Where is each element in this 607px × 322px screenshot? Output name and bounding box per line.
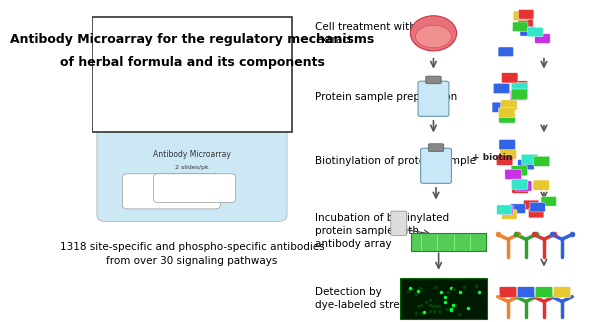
Ellipse shape [410, 16, 456, 51]
FancyBboxPatch shape [492, 102, 509, 112]
FancyBboxPatch shape [97, 119, 287, 222]
FancyBboxPatch shape [527, 27, 543, 37]
FancyBboxPatch shape [518, 160, 534, 170]
FancyBboxPatch shape [518, 10, 534, 19]
FancyBboxPatch shape [535, 34, 550, 43]
FancyBboxPatch shape [517, 287, 535, 298]
FancyBboxPatch shape [515, 181, 532, 191]
FancyBboxPatch shape [501, 73, 518, 83]
FancyBboxPatch shape [534, 156, 550, 166]
FancyBboxPatch shape [391, 211, 407, 235]
Text: 2 slides/pk: 2 slides/pk [175, 165, 209, 170]
FancyBboxPatch shape [511, 166, 527, 176]
Text: Detection by
dye-labeled streptavidin: Detection by dye-labeled streptavidin [315, 287, 443, 310]
FancyBboxPatch shape [512, 22, 528, 32]
FancyBboxPatch shape [426, 76, 441, 84]
Text: Antibody Microarray for the regulatory mechanisms: Antibody Microarray for the regulatory m… [10, 33, 374, 46]
FancyBboxPatch shape [499, 113, 515, 123]
Text: + biotin: + biotin [472, 153, 512, 162]
FancyBboxPatch shape [493, 83, 510, 94]
FancyBboxPatch shape [523, 200, 539, 210]
FancyBboxPatch shape [92, 17, 292, 132]
FancyBboxPatch shape [535, 287, 553, 298]
FancyBboxPatch shape [512, 82, 528, 93]
Text: Biotinylation of protein sample: Biotinylation of protein sample [315, 156, 476, 166]
Ellipse shape [416, 25, 452, 48]
FancyBboxPatch shape [421, 148, 452, 183]
FancyBboxPatch shape [154, 174, 236, 203]
FancyBboxPatch shape [123, 174, 220, 209]
FancyBboxPatch shape [429, 144, 444, 151]
FancyBboxPatch shape [533, 180, 549, 190]
FancyBboxPatch shape [499, 287, 517, 298]
FancyBboxPatch shape [518, 19, 533, 28]
FancyBboxPatch shape [530, 202, 545, 212]
FancyBboxPatch shape [510, 90, 527, 100]
FancyBboxPatch shape [553, 287, 571, 298]
FancyBboxPatch shape [501, 100, 517, 110]
FancyBboxPatch shape [505, 169, 521, 179]
FancyBboxPatch shape [400, 278, 487, 319]
Text: Protein sample preparation: Protein sample preparation [315, 92, 458, 102]
FancyBboxPatch shape [498, 47, 514, 57]
FancyBboxPatch shape [512, 183, 528, 193]
FancyBboxPatch shape [521, 154, 538, 165]
Text: Antibody Microarray: Antibody Microarray [153, 150, 231, 159]
FancyBboxPatch shape [511, 81, 527, 91]
FancyBboxPatch shape [418, 81, 449, 116]
FancyBboxPatch shape [510, 204, 526, 213]
FancyBboxPatch shape [497, 155, 513, 165]
FancyBboxPatch shape [520, 26, 535, 36]
Text: Cell treatment with herbal
extract: Cell treatment with herbal extract [315, 22, 453, 45]
Text: Incubation of biotinylated
protein sample with
antibody array: Incubation of biotinylated protein sampl… [315, 213, 449, 250]
FancyBboxPatch shape [501, 210, 517, 219]
FancyBboxPatch shape [498, 205, 513, 215]
FancyBboxPatch shape [511, 89, 528, 99]
Text: 1318 site-specific and phospho-specific antibodies
from over 30 signaling pathwa: 1318 site-specific and phospho-specific … [59, 242, 324, 266]
FancyBboxPatch shape [512, 179, 528, 189]
FancyBboxPatch shape [529, 208, 544, 218]
FancyBboxPatch shape [513, 11, 529, 21]
FancyBboxPatch shape [498, 108, 515, 118]
Text: of herbal formula and its components: of herbal formula and its components [59, 55, 324, 69]
FancyBboxPatch shape [412, 233, 486, 251]
FancyBboxPatch shape [499, 139, 515, 150]
FancyBboxPatch shape [541, 196, 557, 206]
FancyBboxPatch shape [497, 205, 512, 214]
FancyBboxPatch shape [500, 149, 517, 159]
